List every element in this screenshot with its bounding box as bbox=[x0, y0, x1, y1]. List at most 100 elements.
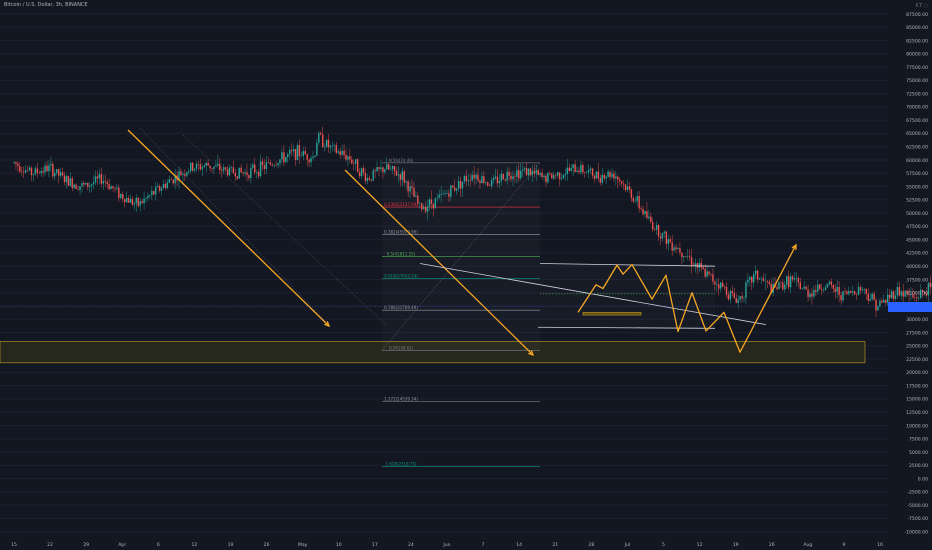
candle-body bbox=[170, 179, 172, 180]
candle-body bbox=[261, 161, 264, 166]
price-tick-label: 7500.00 bbox=[909, 437, 928, 443]
price-tick-label: -2500.00 bbox=[907, 490, 928, 496]
candle-body bbox=[127, 197, 130, 203]
candle-body bbox=[797, 277, 800, 283]
candle-body bbox=[551, 173, 553, 179]
price-axis[interactable]: 87500.00 85000.00 82500.00 80000.00 77500.00… bbox=[904, 12, 928, 536]
candle-body bbox=[659, 236, 662, 239]
candle-body bbox=[601, 174, 603, 183]
candle-body bbox=[770, 283, 772, 293]
candle-body bbox=[855, 294, 858, 295]
candle-body bbox=[44, 165, 46, 173]
candle-body bbox=[131, 198, 134, 205]
candle-body bbox=[840, 295, 842, 301]
candle-body bbox=[603, 174, 605, 179]
candle-body bbox=[758, 278, 761, 280]
candle-body bbox=[92, 182, 95, 185]
candle-body bbox=[923, 292, 926, 294]
candle-body bbox=[100, 174, 103, 184]
candle-body bbox=[118, 187, 120, 199]
candle-body bbox=[411, 186, 413, 188]
candle-body bbox=[417, 195, 419, 204]
drawings[interactable] bbox=[0, 127, 888, 357]
candle-body bbox=[448, 193, 450, 197]
candle-body bbox=[294, 149, 297, 160]
candle-body bbox=[916, 297, 918, 299]
projection-path bbox=[577, 244, 797, 353]
candle-body bbox=[112, 186, 114, 189]
candle-body bbox=[32, 174, 35, 176]
candle-body bbox=[918, 298, 920, 299]
candle-body bbox=[104, 180, 106, 182]
candle-body bbox=[564, 174, 567, 175]
time-tick-label: Aug bbox=[803, 542, 812, 548]
candle-body bbox=[520, 170, 522, 179]
candle-body bbox=[409, 186, 411, 192]
candle-body bbox=[67, 176, 70, 186]
descending-arrow-2-head bbox=[528, 350, 535, 357]
candle-body bbox=[279, 159, 281, 164]
candle-body bbox=[764, 280, 767, 282]
candle-body bbox=[89, 185, 91, 187]
candle-body bbox=[389, 168, 392, 170]
candle-body bbox=[595, 171, 598, 179]
candle-body bbox=[397, 174, 400, 176]
candle-body bbox=[372, 170, 374, 181]
candle-body bbox=[205, 162, 207, 166]
candle-body bbox=[568, 167, 570, 171]
fib-level-label: 0.236(51137.69) bbox=[384, 202, 418, 207]
candle-body bbox=[751, 276, 753, 283]
candle-body bbox=[40, 171, 42, 174]
candle-body bbox=[403, 171, 405, 183]
candle-body bbox=[221, 169, 223, 171]
price-tick-label: 50000.00 bbox=[906, 211, 928, 217]
candle-body bbox=[345, 154, 347, 160]
fib-level-label: 0.382(45979.96) bbox=[384, 229, 418, 234]
candle-body bbox=[828, 281, 831, 284]
candle-body bbox=[436, 197, 438, 199]
candle-body bbox=[688, 256, 691, 258]
time-tick-label: 21 bbox=[552, 542, 558, 548]
candle-body bbox=[743, 297, 745, 299]
candle-body bbox=[232, 167, 235, 174]
candle-body bbox=[306, 154, 308, 160]
candle-body bbox=[94, 176, 97, 183]
time-tick-label: 17 bbox=[372, 542, 378, 548]
candle-body bbox=[817, 284, 819, 292]
candle-body bbox=[576, 170, 578, 173]
time-tick-label: Jul bbox=[624, 542, 631, 548]
candle-body bbox=[347, 156, 349, 160]
candle-body bbox=[158, 185, 161, 191]
candle-body bbox=[883, 299, 885, 303]
candle-body bbox=[927, 282, 930, 296]
candle-body bbox=[457, 181, 460, 189]
candle-body bbox=[335, 145, 337, 153]
candle-body bbox=[378, 167, 380, 170]
candle-body bbox=[562, 174, 565, 179]
candle-body bbox=[79, 186, 81, 190]
candle-body bbox=[791, 276, 794, 280]
candle-body bbox=[756, 270, 759, 280]
price-tick-label: 0.00 bbox=[918, 476, 928, 482]
candle-body bbox=[405, 181, 407, 183]
candle-body bbox=[197, 163, 200, 165]
candle-body bbox=[762, 278, 765, 282]
candle-body bbox=[442, 193, 444, 195]
candle-body bbox=[426, 206, 429, 212]
candle-body bbox=[620, 181, 623, 184]
candle-body bbox=[836, 287, 838, 292]
time-axis[interactable]: 15 22 29 Apr 6 12 19 26 May 10 17 24 Jun 7 14 21 28 Jul 5 1… bbox=[11, 542, 883, 548]
candle-body bbox=[863, 288, 866, 290]
candle-body bbox=[500, 173, 503, 182]
candle-body bbox=[512, 176, 514, 180]
candle-body bbox=[560, 178, 563, 180]
candle-body bbox=[652, 222, 654, 230]
candle-body bbox=[815, 290, 817, 292]
fibonacci-retracement[interactable]: 0(59474.49) 0.236(51137.69) 0.382(45979.96… bbox=[381, 158, 541, 467]
time-tick-label: 7 bbox=[482, 542, 485, 548]
candle-body bbox=[904, 290, 906, 297]
candle-body bbox=[710, 273, 712, 275]
candle-body bbox=[129, 198, 132, 203]
candle-body bbox=[681, 252, 683, 258]
